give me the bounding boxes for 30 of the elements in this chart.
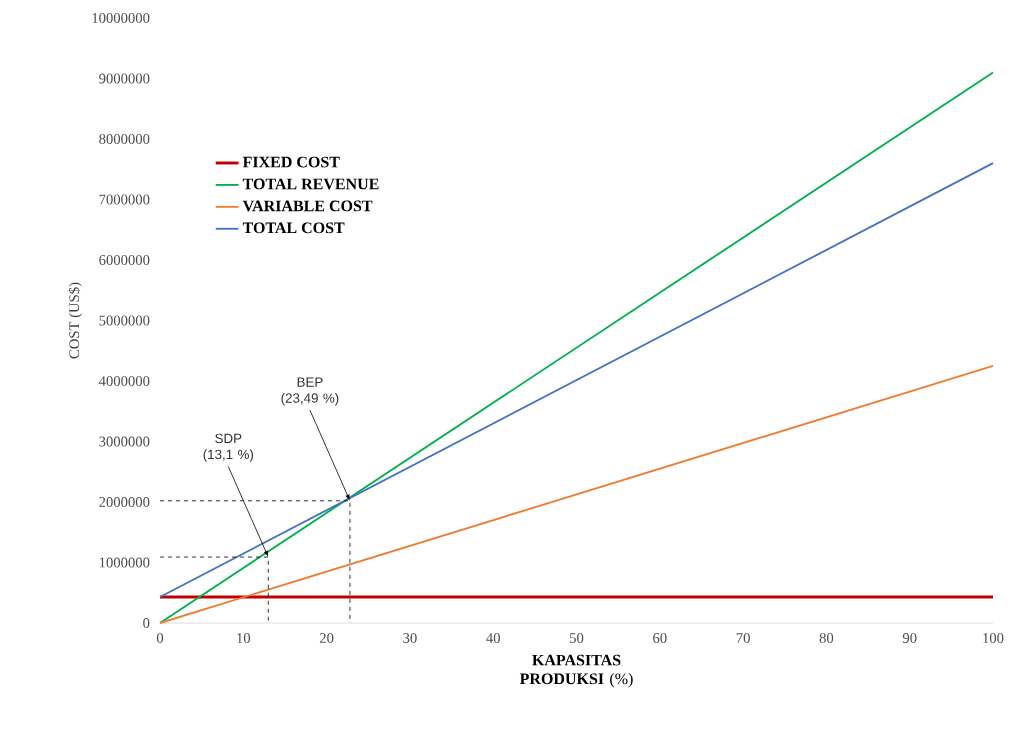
y-tick-label: 4000000 bbox=[98, 376, 150, 386]
y-axis-title: COST (US$) bbox=[68, 282, 83, 359]
y-tick-label: 8000000 bbox=[99, 134, 150, 144]
x-tick-label: 100 bbox=[983, 633, 1004, 643]
y-tick-label: 5000000 bbox=[99, 315, 150, 326]
x-tick-label: 90 bbox=[902, 633, 917, 643]
annotation: SDP (13,1 %) bbox=[203, 433, 254, 462]
x-axis-title: KAPASITAS PRODUKSI (%) bbox=[519, 654, 633, 688]
y-tick-label: 7000000 bbox=[99, 194, 150, 205]
x-tick-label: 10 bbox=[237, 633, 251, 643]
y-tick-label: 1000000 bbox=[99, 557, 150, 568]
y-tick-label: 10000000 bbox=[92, 13, 150, 23]
x-tick-label: 70 bbox=[736, 633, 750, 643]
x-tick-label: 20 bbox=[319, 633, 334, 643]
y-tick-label: 0 bbox=[143, 618, 150, 628]
y-tick-label: 3000000 bbox=[99, 436, 150, 447]
annotation: BEP (23,49 %) bbox=[281, 377, 339, 406]
x-tick-label: 80 bbox=[819, 633, 834, 643]
x-tick-label: 40 bbox=[486, 633, 500, 643]
x-tick-label: 0 bbox=[156, 633, 164, 643]
legend-label: FIXED COST bbox=[242, 156, 340, 168]
y-tick-label: 2000000 bbox=[99, 497, 150, 507]
y-tick-label: 9000000 bbox=[99, 73, 150, 84]
legend-label: VARIABLE COST bbox=[242, 200, 373, 212]
x-tick-label: 30 bbox=[403, 633, 417, 643]
y-tick-label: 6000000 bbox=[99, 255, 150, 265]
legend-label: TOTAL REVENUE bbox=[242, 178, 379, 190]
legend-label: TOTAL COST bbox=[242, 222, 345, 234]
x-tick-label: 60 bbox=[653, 633, 667, 643]
x-tick-label: 50 bbox=[570, 633, 584, 643]
